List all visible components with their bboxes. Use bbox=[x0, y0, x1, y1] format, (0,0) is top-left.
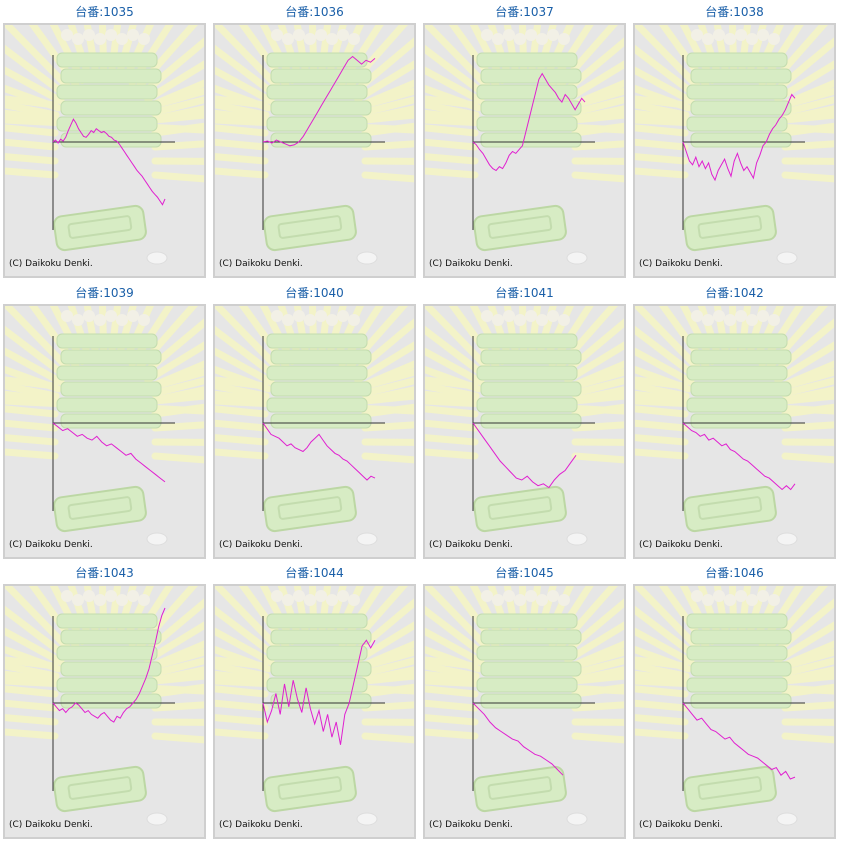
chart-title[interactable]: 台番:1040 bbox=[285, 286, 344, 300]
chart-title[interactable]: 台番:1036 bbox=[285, 5, 344, 19]
chart-svg bbox=[215, 586, 414, 826]
chart-svg bbox=[425, 25, 624, 265]
chart-svg bbox=[5, 586, 204, 826]
chart-title[interactable]: 台番:1043 bbox=[75, 566, 134, 580]
chart-title[interactable]: 台番:1046 bbox=[705, 566, 764, 580]
chart-image[interactable]: (C) Daikoku Denki. bbox=[3, 584, 206, 839]
chart-svg bbox=[5, 306, 204, 546]
copyright-text: (C) Daikoku Denki. bbox=[9, 259, 93, 269]
copyright-text: (C) Daikoku Denki. bbox=[9, 820, 93, 830]
series-line bbox=[52, 118, 166, 206]
series-line bbox=[262, 422, 376, 481]
series-line bbox=[682, 93, 796, 182]
chart-title[interactable]: 台番:1044 bbox=[285, 566, 344, 580]
chart-image[interactable]: (C) Daikoku Denki. bbox=[213, 23, 416, 278]
chart-title[interactable]: 台番:1039 bbox=[75, 286, 134, 300]
chart-svg bbox=[5, 25, 204, 265]
chart-title[interactable]: 台番:1038 bbox=[705, 5, 764, 19]
chart-svg bbox=[635, 586, 834, 826]
background-artwork bbox=[425, 586, 624, 826]
background-artwork bbox=[5, 25, 204, 265]
background-artwork bbox=[5, 306, 204, 546]
chart-title[interactable]: 台番:1041 bbox=[495, 286, 554, 300]
series-line bbox=[472, 422, 577, 489]
copyright-text: (C) Daikoku Denki. bbox=[9, 540, 93, 550]
chart-image[interactable]: (C) Daikoku Denki. bbox=[213, 304, 416, 559]
copyright-text: (C) Daikoku Denki. bbox=[639, 820, 723, 830]
series-line bbox=[52, 422, 166, 483]
background-artwork bbox=[425, 25, 624, 265]
background-artwork bbox=[635, 586, 834, 826]
copyright-text: (C) Daikoku Denki. bbox=[429, 540, 513, 550]
series-line bbox=[52, 607, 166, 723]
chart-svg bbox=[635, 25, 834, 265]
chart-svg bbox=[215, 306, 414, 546]
chart-image[interactable]: (C) Daikoku Denki. bbox=[633, 23, 836, 278]
background-artwork bbox=[635, 25, 834, 265]
series-line bbox=[262, 639, 376, 745]
chart-title[interactable]: 台番:1035 bbox=[75, 5, 134, 19]
copyright-text: (C) Daikoku Denki. bbox=[429, 259, 513, 269]
background-artwork bbox=[215, 586, 414, 826]
chart-image[interactable]: (C) Daikoku Denki. bbox=[633, 584, 836, 839]
series-line bbox=[682, 702, 796, 780]
chart-image[interactable]: (C) Daikoku Denki. bbox=[3, 23, 206, 278]
background-artwork bbox=[215, 25, 414, 265]
chart-title[interactable]: 台番:1042 bbox=[705, 286, 764, 300]
series-line bbox=[682, 422, 796, 491]
chart-image[interactable]: (C) Daikoku Denki. bbox=[423, 584, 626, 839]
background-artwork bbox=[425, 306, 624, 546]
copyright-text: (C) Daikoku Denki. bbox=[429, 820, 513, 830]
copyright-text: (C) Daikoku Denki. bbox=[639, 540, 723, 550]
background-artwork bbox=[5, 586, 204, 826]
series-line bbox=[472, 72, 586, 172]
chart-svg bbox=[425, 586, 624, 826]
chart-image[interactable]: (C) Daikoku Denki. bbox=[423, 23, 626, 278]
chart-svg bbox=[425, 306, 624, 546]
chart-image[interactable]: (C) Daikoku Denki. bbox=[633, 304, 836, 559]
copyright-text: (C) Daikoku Denki. bbox=[219, 820, 303, 830]
copyright-text: (C) Daikoku Denki. bbox=[219, 259, 303, 269]
chart-image[interactable]: (C) Daikoku Denki. bbox=[423, 304, 626, 559]
series-line bbox=[262, 55, 376, 147]
copyright-text: (C) Daikoku Denki. bbox=[219, 540, 303, 550]
chart-title[interactable]: 台番:1037 bbox=[495, 5, 554, 19]
copyright-text: (C) Daikoku Denki. bbox=[639, 259, 723, 269]
background-artwork bbox=[635, 306, 834, 546]
series-line bbox=[472, 702, 564, 776]
chart-title[interactable]: 台番:1045 bbox=[495, 566, 554, 580]
chart-svg bbox=[635, 306, 834, 546]
chart-svg bbox=[215, 25, 414, 265]
background-artwork bbox=[215, 306, 414, 546]
chart-image[interactable]: (C) Daikoku Denki. bbox=[3, 304, 206, 559]
chart-image[interactable]: (C) Daikoku Denki. bbox=[213, 584, 416, 839]
